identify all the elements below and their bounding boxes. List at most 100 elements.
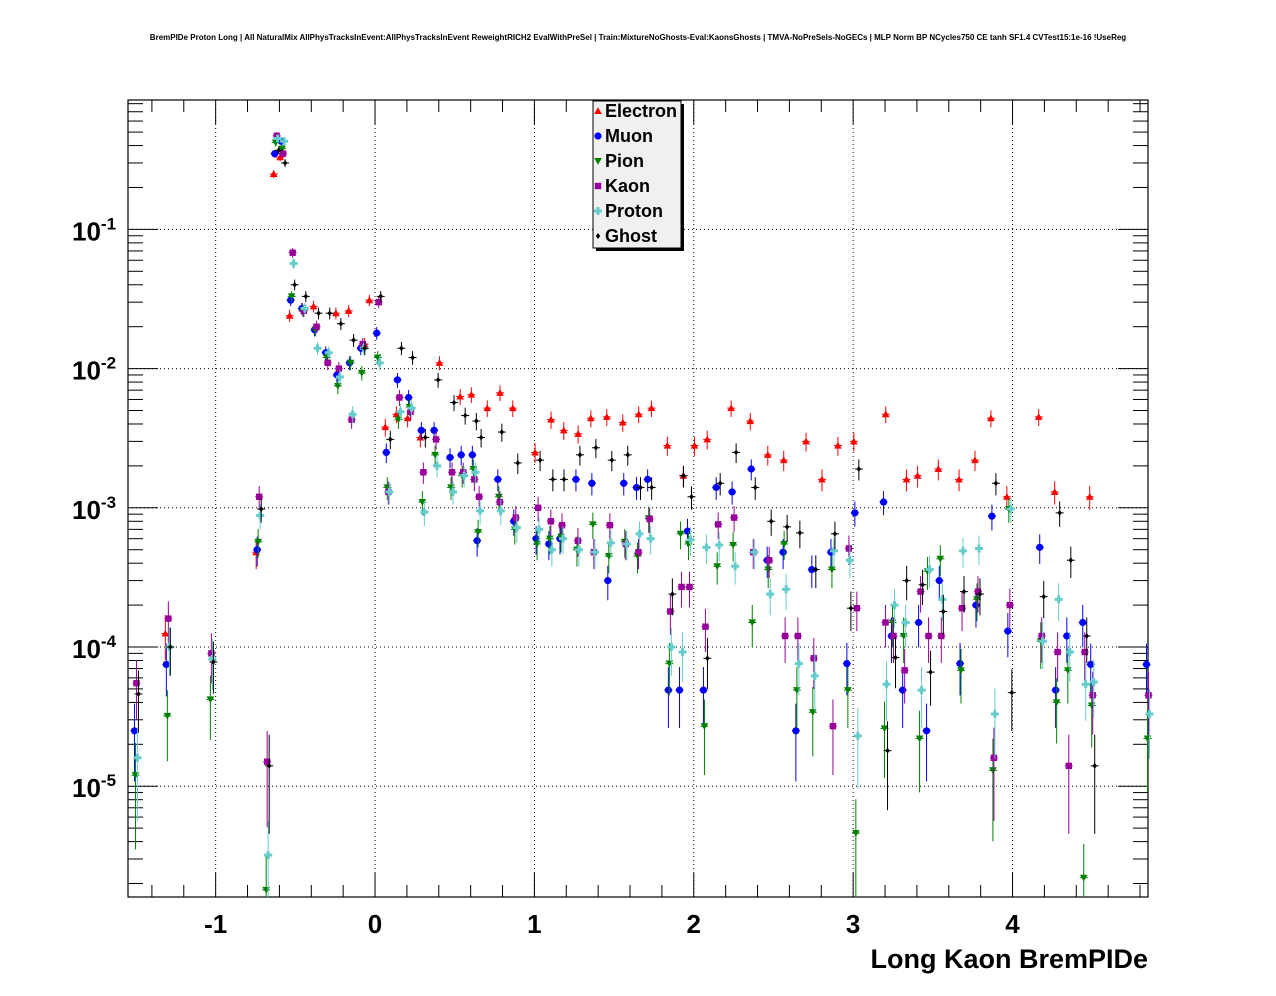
data-point (575, 445, 584, 466)
data-point (162, 643, 171, 697)
data-point (313, 341, 322, 356)
data-point (325, 307, 334, 320)
marker (784, 523, 790, 530)
data-point (807, 555, 816, 589)
marker (622, 539, 631, 548)
marker (988, 512, 996, 520)
data-point (730, 506, 739, 532)
marker (987, 414, 995, 422)
marker (382, 448, 390, 456)
data-point (938, 583, 947, 622)
marker (829, 546, 838, 555)
marker (478, 434, 484, 441)
data-point (508, 400, 517, 417)
marker (625, 451, 630, 458)
marker (782, 585, 791, 594)
marker (577, 451, 583, 458)
data-point (852, 591, 861, 632)
data-point (571, 469, 580, 492)
marker (893, 654, 898, 661)
marker (558, 521, 566, 529)
data-point (830, 521, 839, 550)
marker (989, 767, 997, 775)
series-pion (131, 138, 1152, 897)
data-point (934, 459, 943, 481)
data-point (974, 535, 983, 566)
marker (263, 758, 271, 765)
marker (515, 459, 520, 466)
data-point (476, 499, 485, 525)
data-point (900, 648, 909, 704)
data-point (421, 428, 430, 448)
data-point (925, 555, 934, 589)
data-point (1055, 501, 1064, 527)
marker (561, 476, 567, 483)
marker (705, 655, 710, 662)
data-point (559, 526, 567, 555)
data-point (675, 667, 684, 728)
marker (634, 410, 643, 418)
marker (373, 329, 381, 337)
marker (667, 643, 676, 652)
data-point (633, 542, 642, 574)
data-point (559, 422, 568, 441)
data-point (731, 552, 740, 585)
marker (829, 722, 837, 730)
marker (313, 344, 322, 353)
data-point (714, 512, 723, 540)
data-point (257, 497, 266, 523)
marker (689, 493, 694, 500)
marker (404, 393, 413, 402)
marker (403, 414, 412, 422)
data-point (986, 410, 995, 428)
marker (418, 498, 427, 506)
data-point (882, 661, 891, 721)
data-point (1039, 580, 1048, 619)
data-point (850, 501, 859, 527)
marker (254, 538, 262, 546)
marker (351, 337, 356, 344)
data-point (663, 436, 672, 456)
data-point (781, 617, 790, 663)
marker (471, 476, 478, 483)
data-point (548, 469, 557, 492)
marker (287, 293, 296, 301)
data-point (254, 529, 263, 558)
marker (676, 530, 685, 538)
marker (396, 407, 405, 416)
data-point (716, 473, 725, 496)
data-point (765, 546, 774, 578)
marker (269, 170, 278, 178)
data-point (939, 594, 948, 635)
legend-entry-electron: Electron (594, 101, 677, 121)
marker (779, 456, 788, 464)
marker (928, 669, 933, 676)
marker (451, 399, 457, 406)
marker (606, 538, 615, 547)
data-point (936, 545, 945, 577)
marker (1145, 692, 1152, 699)
marker (702, 623, 709, 630)
data-point (461, 407, 470, 425)
data-point (898, 667, 907, 728)
data-point (450, 395, 459, 412)
marker (936, 555, 945, 563)
data-point (419, 462, 428, 484)
marker (344, 307, 353, 314)
marker (1084, 632, 1089, 639)
legend-entry-kaon: Kaon (594, 176, 650, 196)
marker (647, 404, 656, 412)
marker (813, 566, 819, 573)
data-point (1005, 588, 1014, 628)
marker (990, 710, 999, 719)
marker (779, 548, 787, 556)
marker (316, 310, 321, 317)
marker (460, 471, 469, 480)
marker (430, 426, 438, 434)
data-point (348, 406, 357, 424)
data-point (344, 305, 353, 317)
data-point (687, 486, 696, 510)
data-point (493, 469, 502, 492)
marker (794, 632, 802, 640)
marker (1092, 762, 1097, 769)
